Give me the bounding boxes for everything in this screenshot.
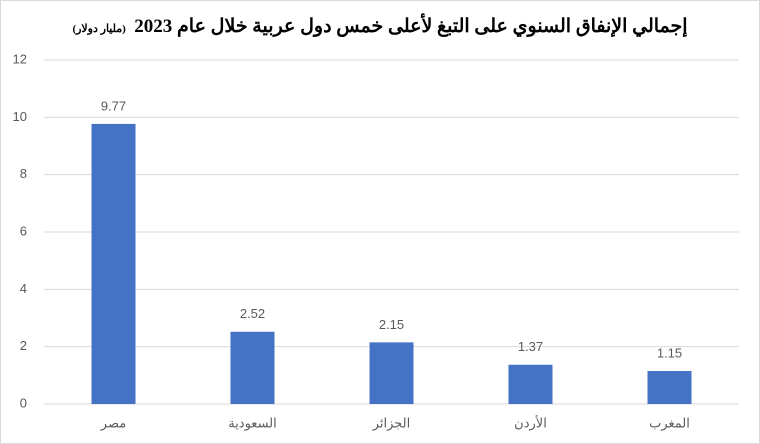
data-label: 1.15	[657, 345, 682, 360]
x-tick-label: المغرب	[649, 415, 690, 431]
data-label: 2.15	[379, 317, 404, 332]
bar	[508, 364, 553, 404]
data-label: 2.52	[240, 306, 265, 321]
chart-title: إجمالي الإنفاق السنوي على التبغ لأعلى خم…	[134, 16, 688, 37]
chart-subtitle: (مليار دولار)	[72, 23, 126, 35]
x-tick-label: الجزائر	[372, 415, 411, 431]
y-tick-label: 8	[20, 166, 27, 181]
y-tick-label: 6	[20, 223, 27, 238]
bar	[369, 342, 414, 404]
y-tick-label: 0	[20, 395, 27, 410]
data-label: 1.37	[518, 339, 543, 354]
x-tick-label: الأردن	[514, 414, 547, 431]
x-tick-label: مصر	[100, 415, 126, 431]
x-tick-label: السعودية	[228, 415, 277, 431]
y-tick-label: 4	[20, 281, 27, 296]
bar	[647, 371, 692, 404]
y-tick-label: 10	[13, 109, 27, 124]
bar	[230, 331, 275, 404]
y-tick-label: 12	[13, 51, 27, 66]
y-tick-label: 2	[20, 338, 27, 353]
data-label: 9.77	[101, 98, 126, 113]
bar	[91, 123, 136, 404]
title-block: إجمالي الإنفاق السنوي على التبغ لأعلى خم…	[1, 15, 759, 38]
